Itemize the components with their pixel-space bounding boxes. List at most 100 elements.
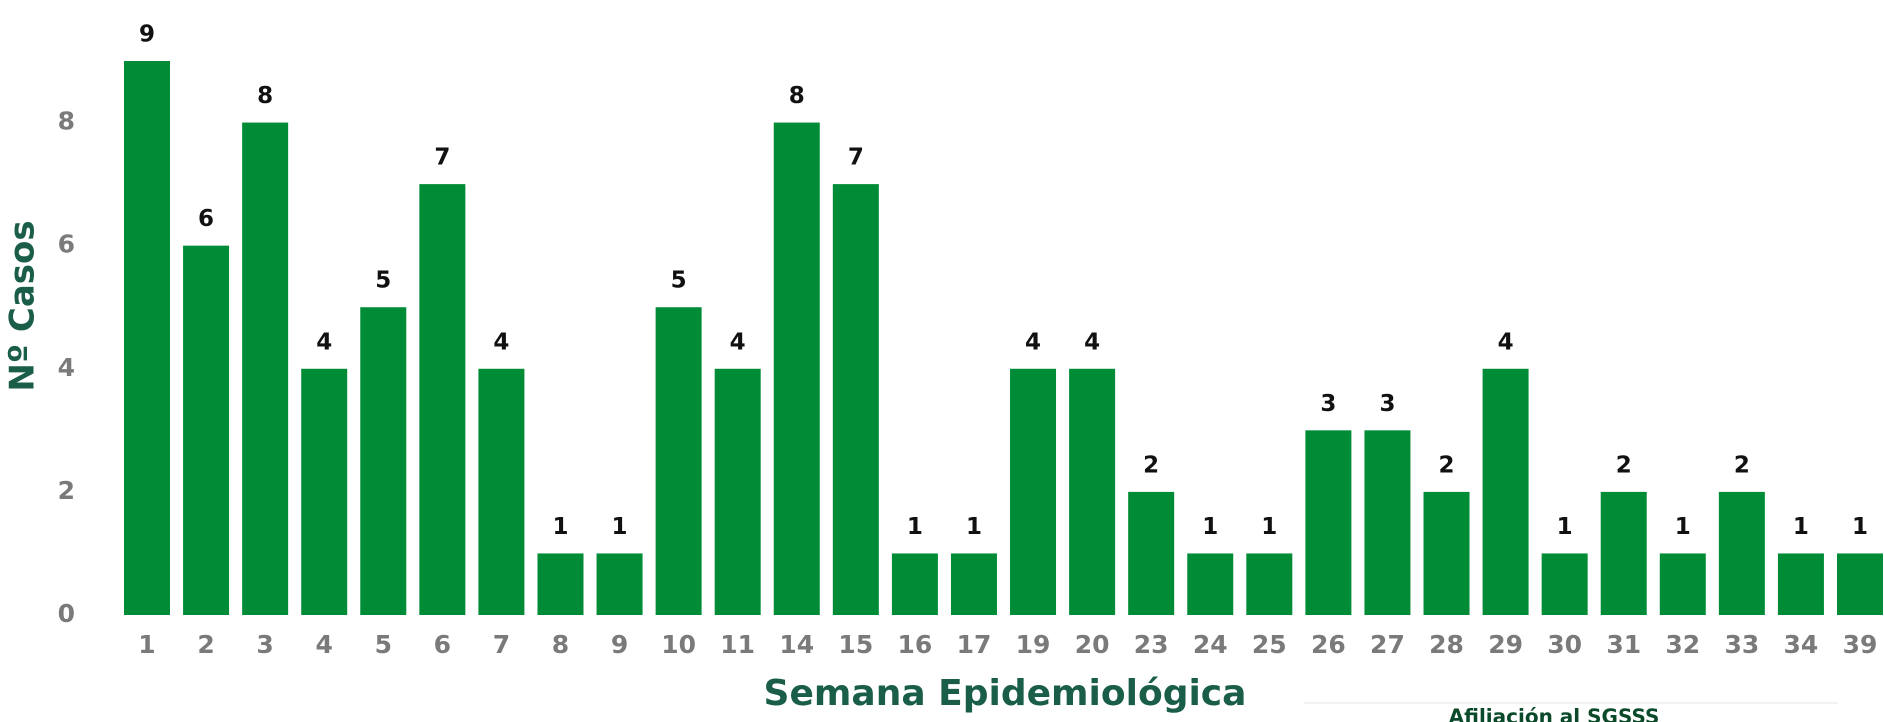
value-label: 1 [1852,514,1868,540]
x-tick-label: 1 [138,630,155,659]
bar [655,307,702,615]
bar [1069,368,1116,615]
value-label: 2 [1616,452,1632,478]
value-label: 4 [1025,329,1041,355]
value-label: 7 [848,145,864,171]
x-tick-label: 23 [1134,630,1169,659]
value-label: 2 [1439,452,1455,478]
x-tick-label: 4 [316,630,333,659]
value-label: 9 [139,22,155,48]
x-tick-label: 20 [1075,630,1110,659]
x-tick-label: 14 [779,630,814,659]
x-tick-label: 8 [552,630,569,659]
x-tick-label: 26 [1311,630,1346,659]
bar [478,368,525,615]
bar [360,307,407,615]
x-tick-label: 16 [897,630,932,659]
value-label: 1 [552,514,568,540]
bar [124,61,170,615]
x-tick-label: 25 [1252,630,1287,659]
bar [1482,368,1529,615]
bar [950,553,997,615]
bar [537,553,584,615]
bar [714,368,761,615]
bar [1718,491,1765,615]
x-tick-label: 17 [957,630,992,659]
value-label: 5 [671,268,687,294]
x-tick-label: 32 [1665,630,1700,659]
value-label: 1 [612,514,628,540]
bar [1187,553,1234,615]
value-label: 3 [1320,391,1336,417]
x-tick-label: 5 [375,630,392,659]
x-tick-label: 29 [1488,630,1523,659]
x-tick-label: 15 [838,630,873,659]
y-tick-label: 6 [58,230,75,259]
bar [773,122,820,616]
bar [1777,553,1824,615]
x-tick-label: 11 [720,630,755,659]
value-label: 1 [1793,514,1809,540]
bar [183,245,230,615]
value-label: 4 [316,329,332,355]
value-label: 8 [257,83,273,109]
value-label: 1 [907,514,923,540]
bar [1128,491,1175,615]
bar [1423,491,1470,615]
value-label: 7 [434,145,450,171]
x-tick-label: 10 [661,630,696,659]
y-tick-label: 4 [58,353,75,382]
x-tick-label: 39 [1843,630,1878,659]
bar [596,553,643,615]
x-tick-label: 34 [1784,630,1819,659]
value-label: 4 [493,329,509,355]
value-label: 1 [1557,514,1573,540]
x-tick-label: 19 [1016,630,1051,659]
x-tick-label: 2 [197,630,214,659]
bar [1541,553,1588,615]
x-tick-label: 3 [256,630,273,659]
x-tick-label: 24 [1193,630,1228,659]
value-label: 1 [1261,514,1277,540]
value-label: 8 [789,83,805,109]
value-label: 4 [1498,329,1514,355]
x-tick-label: 30 [1547,630,1582,659]
bar [1305,430,1352,615]
value-label: 3 [1379,391,1395,417]
bar [1364,430,1411,615]
x-tick-label: 28 [1429,630,1464,659]
x-tick-label: 27 [1370,630,1405,659]
bar [419,184,466,615]
bar [1837,553,1883,615]
bar [301,368,348,615]
y-tick-label: 2 [58,476,75,505]
value-label: 2 [1143,452,1159,478]
y-tick-label: 0 [58,599,75,628]
value-label: 2 [1734,452,1750,478]
y-tick-label: 8 [58,107,75,136]
bar [1010,368,1057,615]
x-tick-label: 9 [611,630,628,659]
x-tick-label: 33 [1724,630,1759,659]
bar [891,553,938,615]
bar [832,184,879,615]
bar [1659,553,1706,615]
x-tick-label: 31 [1606,630,1641,659]
value-label: 5 [375,268,391,294]
value-label: 4 [1084,329,1100,355]
value-label: 1 [966,514,982,540]
bar [1246,553,1293,615]
x-axis-label: Semana Epidemiológica [764,673,1247,714]
annotation: Afiliación al SGSSS [1449,705,1660,722]
value-label: 4 [730,329,746,355]
bar [242,122,289,616]
value-label: 6 [198,206,214,232]
value-label: 1 [1202,514,1218,540]
y-axis-label: Nº Casos [3,220,43,391]
x-tick-label: 7 [493,630,510,659]
value-label: 1 [1675,514,1691,540]
x-tick-label: 6 [434,630,451,659]
bar [1600,491,1647,615]
